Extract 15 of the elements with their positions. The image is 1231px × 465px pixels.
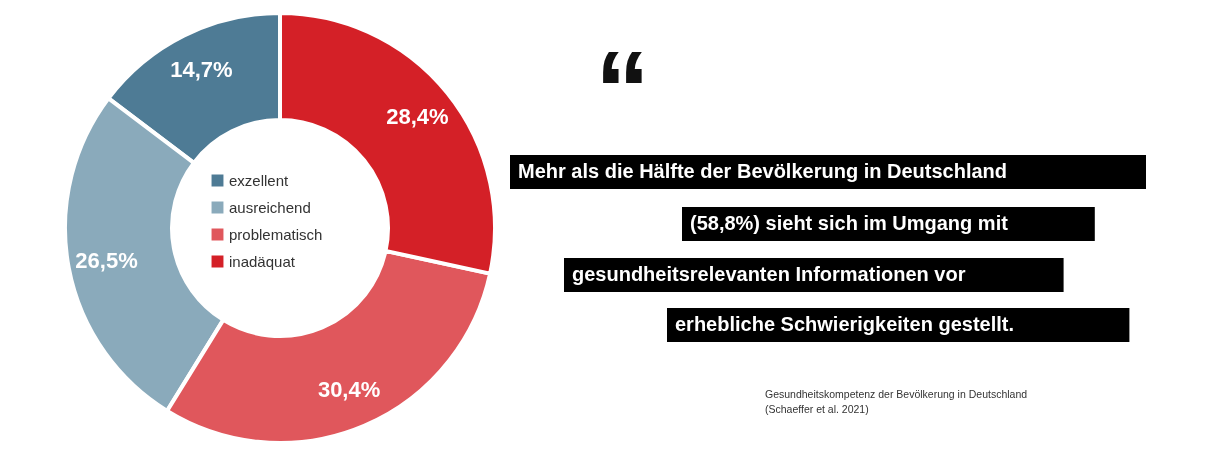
text: gesundheitsrelevanten Informationen vor <box>572 263 966 285</box>
text: “ <box>595 28 650 151</box>
text: (Schaeffer et al. 2021) <box>765 403 869 415</box>
text: erhebliche Schwierigkeiten gestellt. <box>675 313 1015 335</box>
text: (58,8%) sieht sich im Umgang mit <box>690 212 1009 234</box>
data-label: 30,4% <box>317 377 381 403</box>
data-label: 14,7% <box>170 56 233 82</box>
text: Gesundheitskompetenz der Bevölkerung in Deutschland <box>765 388 1028 400</box>
legend-label: exzellent <box>229 171 290 189</box>
legend-label: inadäquat <box>229 252 296 270</box>
legend-label: problematisch <box>229 225 323 243</box>
legend-label: ausreichend <box>229 198 311 216</box>
text: Mehr als die Hälfte der Bevölkerung in Deutschland <box>518 160 1008 182</box>
data-label: 26,5% <box>75 247 138 273</box>
data-label: 28,4% <box>386 104 449 130</box>
